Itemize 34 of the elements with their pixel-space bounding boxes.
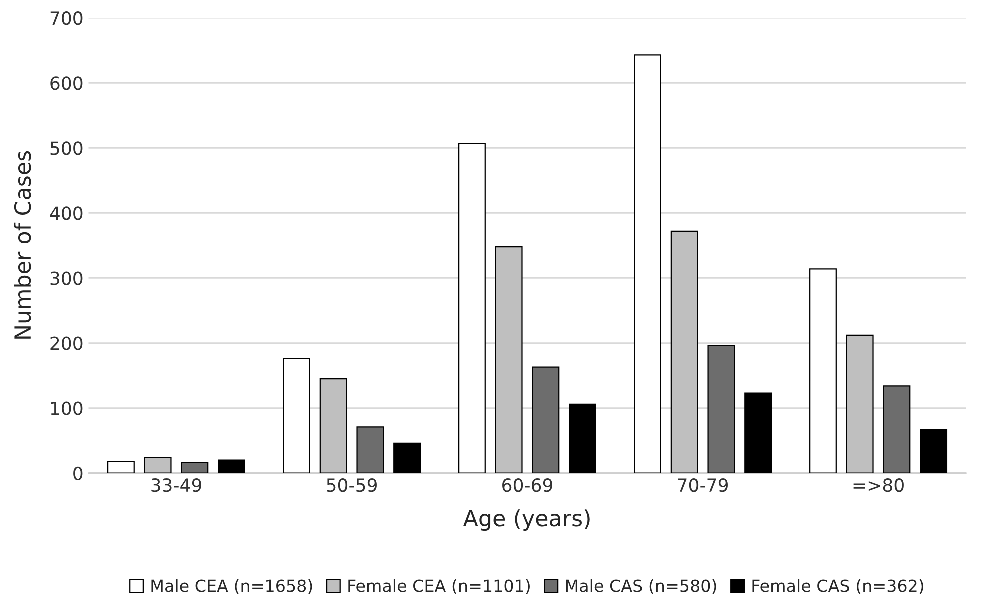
bar (569, 404, 597, 474)
x-tick-label: 50-59 (327, 478, 377, 492)
bar (181, 462, 209, 474)
y-tick-label: 600 (50, 76, 83, 90)
legend-label: Female CEA (n=1101) (348, 579, 530, 594)
bar (356, 426, 384, 474)
bar (920, 429, 948, 474)
legend-label: Male CEA (n=1658) (152, 579, 312, 594)
legend-label: Male CAS (n=580) (566, 579, 716, 594)
y-tick-label: 400 (50, 206, 83, 220)
bar (458, 143, 486, 474)
x-axis-title: Age (years) (463, 510, 590, 532)
y-tick-label: 200 (50, 336, 83, 350)
x-tick-label: =>80 (854, 478, 904, 492)
y-tick-label: 700 (50, 12, 83, 26)
legend-label: Female CAS (n=362) (752, 579, 924, 594)
x-tick-label: 70-79 (678, 478, 728, 492)
bar (532, 366, 560, 474)
y-tick-label: 300 (50, 272, 83, 286)
y-axis-title: Number of Cases (14, 151, 32, 339)
bar (744, 392, 772, 474)
bar (883, 386, 911, 474)
bar (810, 268, 837, 474)
y-tick-label: 0 (74, 466, 83, 480)
bar (394, 442, 422, 474)
bar (107, 461, 135, 474)
bar (283, 358, 310, 474)
x-tick-label: 60-69 (502, 478, 552, 492)
y-tick-label: 500 (50, 142, 83, 156)
bar (708, 345, 736, 474)
x-tick-label: 33-49 (152, 478, 202, 492)
bar (634, 54, 662, 474)
bar (218, 460, 246, 474)
y-tick-label: 100 (51, 402, 83, 416)
